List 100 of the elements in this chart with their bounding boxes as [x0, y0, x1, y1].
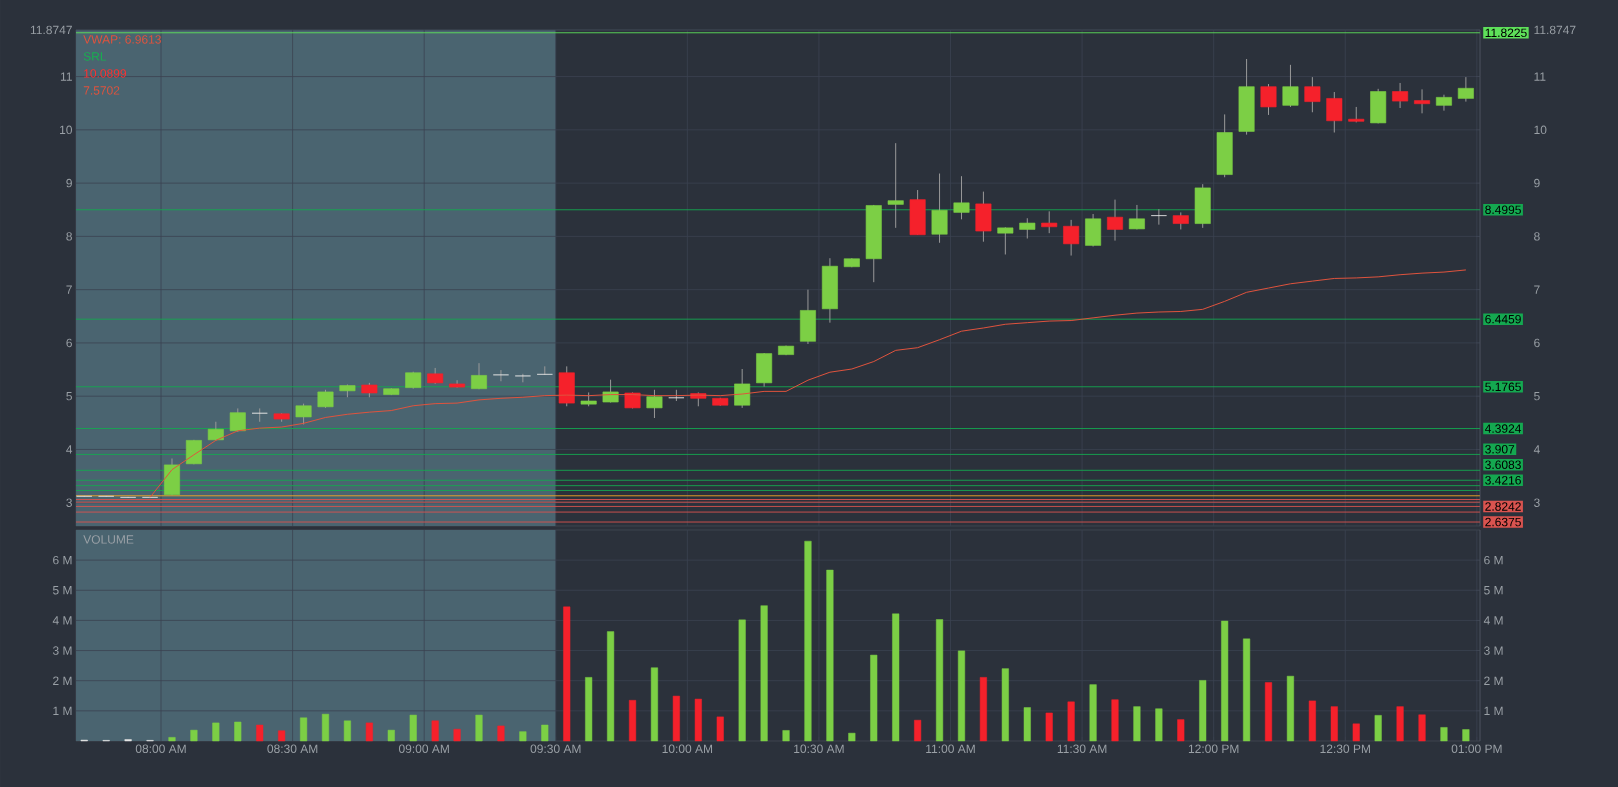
y2-tick-label: 8 — [1534, 232, 1540, 241]
bar — [804, 540, 812, 742]
bar — [760, 605, 768, 742]
bar — [409, 714, 417, 742]
bar — [628, 700, 637, 742]
bar — [278, 730, 286, 742]
bar — [519, 731, 527, 742]
y-tick-label: 3 — [66, 498, 72, 507]
y2-tick-label: 1 M — [1484, 706, 1503, 715]
candlestick — [1457, 76, 1474, 103]
y-tick-label: 4 M — [52, 616, 72, 625]
y-tick-label: 11.8747 — [30, 25, 72, 35]
bar — [1001, 668, 1009, 742]
bar — [848, 732, 856, 742]
candlestick — [1041, 210, 1058, 234]
candlestick — [1326, 91, 1343, 134]
bar — [541, 724, 549, 742]
bar — [1199, 680, 1207, 742]
bar — [1045, 712, 1053, 742]
bar — [1133, 706, 1141, 742]
ref-line-label: 2.6375 — [1485, 517, 1521, 527]
candlestick — [602, 379, 619, 404]
y2-tick-label: 11 — [1534, 72, 1546, 81]
y-tick-label: 6 M — [53, 555, 72, 565]
candlestick — [953, 175, 970, 220]
ref-line-label: 11.8225 — [1485, 28, 1527, 38]
candlestick — [1107, 199, 1123, 242]
candlestick — [1304, 76, 1321, 113]
bar — [1089, 684, 1097, 742]
candlestick — [1392, 82, 1409, 109]
bar — [1023, 707, 1031, 742]
candlestick — [317, 389, 334, 409]
x-tick-label: 10:00 AM — [662, 744, 713, 754]
bar — [1418, 714, 1426, 742]
bar — [300, 717, 308, 742]
x-tick-label: 01:00 PM — [1451, 744, 1502, 754]
bar — [650, 667, 658, 742]
y2-tick-label: 5 M — [1484, 586, 1503, 595]
line-series — [149, 269, 1467, 498]
chart-title: VOLUME — [83, 535, 134, 544]
candlestick — [1282, 64, 1299, 108]
candlestick — [1414, 88, 1431, 114]
bar — [431, 720, 439, 742]
bar — [1330, 706, 1338, 742]
y-tick-label: 11 — [60, 72, 72, 81]
bar — [212, 722, 220, 742]
y-tick-label: 3 M — [52, 646, 72, 655]
bar — [1286, 675, 1294, 742]
bar — [694, 698, 702, 742]
bar — [1155, 708, 1163, 742]
ref-line-label: 8.4995 — [1485, 205, 1521, 215]
bar — [716, 716, 724, 742]
ref-line-label: 3.6083 — [1485, 460, 1521, 469]
y-tick-label: 5 M — [52, 586, 72, 595]
candlestick — [471, 362, 487, 390]
text: VWAP: 6.9613 — [83, 35, 161, 44]
x-tick-label: 11:30 AM — [1057, 744, 1107, 754]
bar — [1111, 699, 1119, 742]
candlestick — [1260, 83, 1277, 116]
y2-tick-label: 6 — [1534, 338, 1540, 348]
y-tick-label: 8 — [66, 232, 72, 241]
y2-tick-label: 2 M — [1484, 676, 1503, 685]
bar — [365, 722, 373, 742]
y-tick-label: 9 — [66, 178, 72, 188]
annotation: SRL — [83, 52, 107, 61]
bar — [190, 729, 198, 742]
bar — [1243, 638, 1251, 742]
x-tick-label: 12:30 PM — [1320, 744, 1370, 754]
y2-tick-label: 11.8747 — [1534, 25, 1576, 35]
bar — [453, 728, 461, 742]
ref-line-label: 5.1765 — [1485, 382, 1521, 392]
candlestick — [1063, 219, 1080, 257]
y-tick-label: 5 — [66, 392, 72, 401]
bar — [1308, 700, 1316, 742]
candlestick — [1019, 217, 1036, 240]
bar — [738, 619, 746, 742]
y-tick-label: 1 M — [53, 706, 72, 715]
candlestick — [514, 373, 531, 383]
bar — [343, 720, 351, 742]
ref-line-label: 2.8242 — [1485, 502, 1521, 511]
y2-tick-label: 6 M — [1484, 555, 1503, 565]
bar — [1352, 723, 1360, 742]
x-tick-label: 09:30 AM — [530, 744, 581, 754]
y2-tick-label: 5 — [1534, 392, 1540, 401]
bar — [936, 619, 944, 742]
bar — [1396, 706, 1404, 742]
bar — [826, 569, 834, 742]
y2-tick-label: 9 — [1534, 178, 1540, 188]
bar — [1374, 715, 1382, 742]
ref-line-label: 4.3924 — [1485, 424, 1522, 433]
candlestick — [492, 369, 509, 382]
y2-tick-label: 3 — [1534, 498, 1540, 507]
y2-tick-label: 10 — [1534, 125, 1547, 135]
bar — [475, 714, 483, 742]
bar — [1440, 727, 1448, 742]
bar — [672, 695, 680, 742]
bar — [256, 724, 264, 742]
bar — [585, 677, 593, 742]
bar — [1177, 719, 1185, 742]
bar — [870, 654, 878, 742]
